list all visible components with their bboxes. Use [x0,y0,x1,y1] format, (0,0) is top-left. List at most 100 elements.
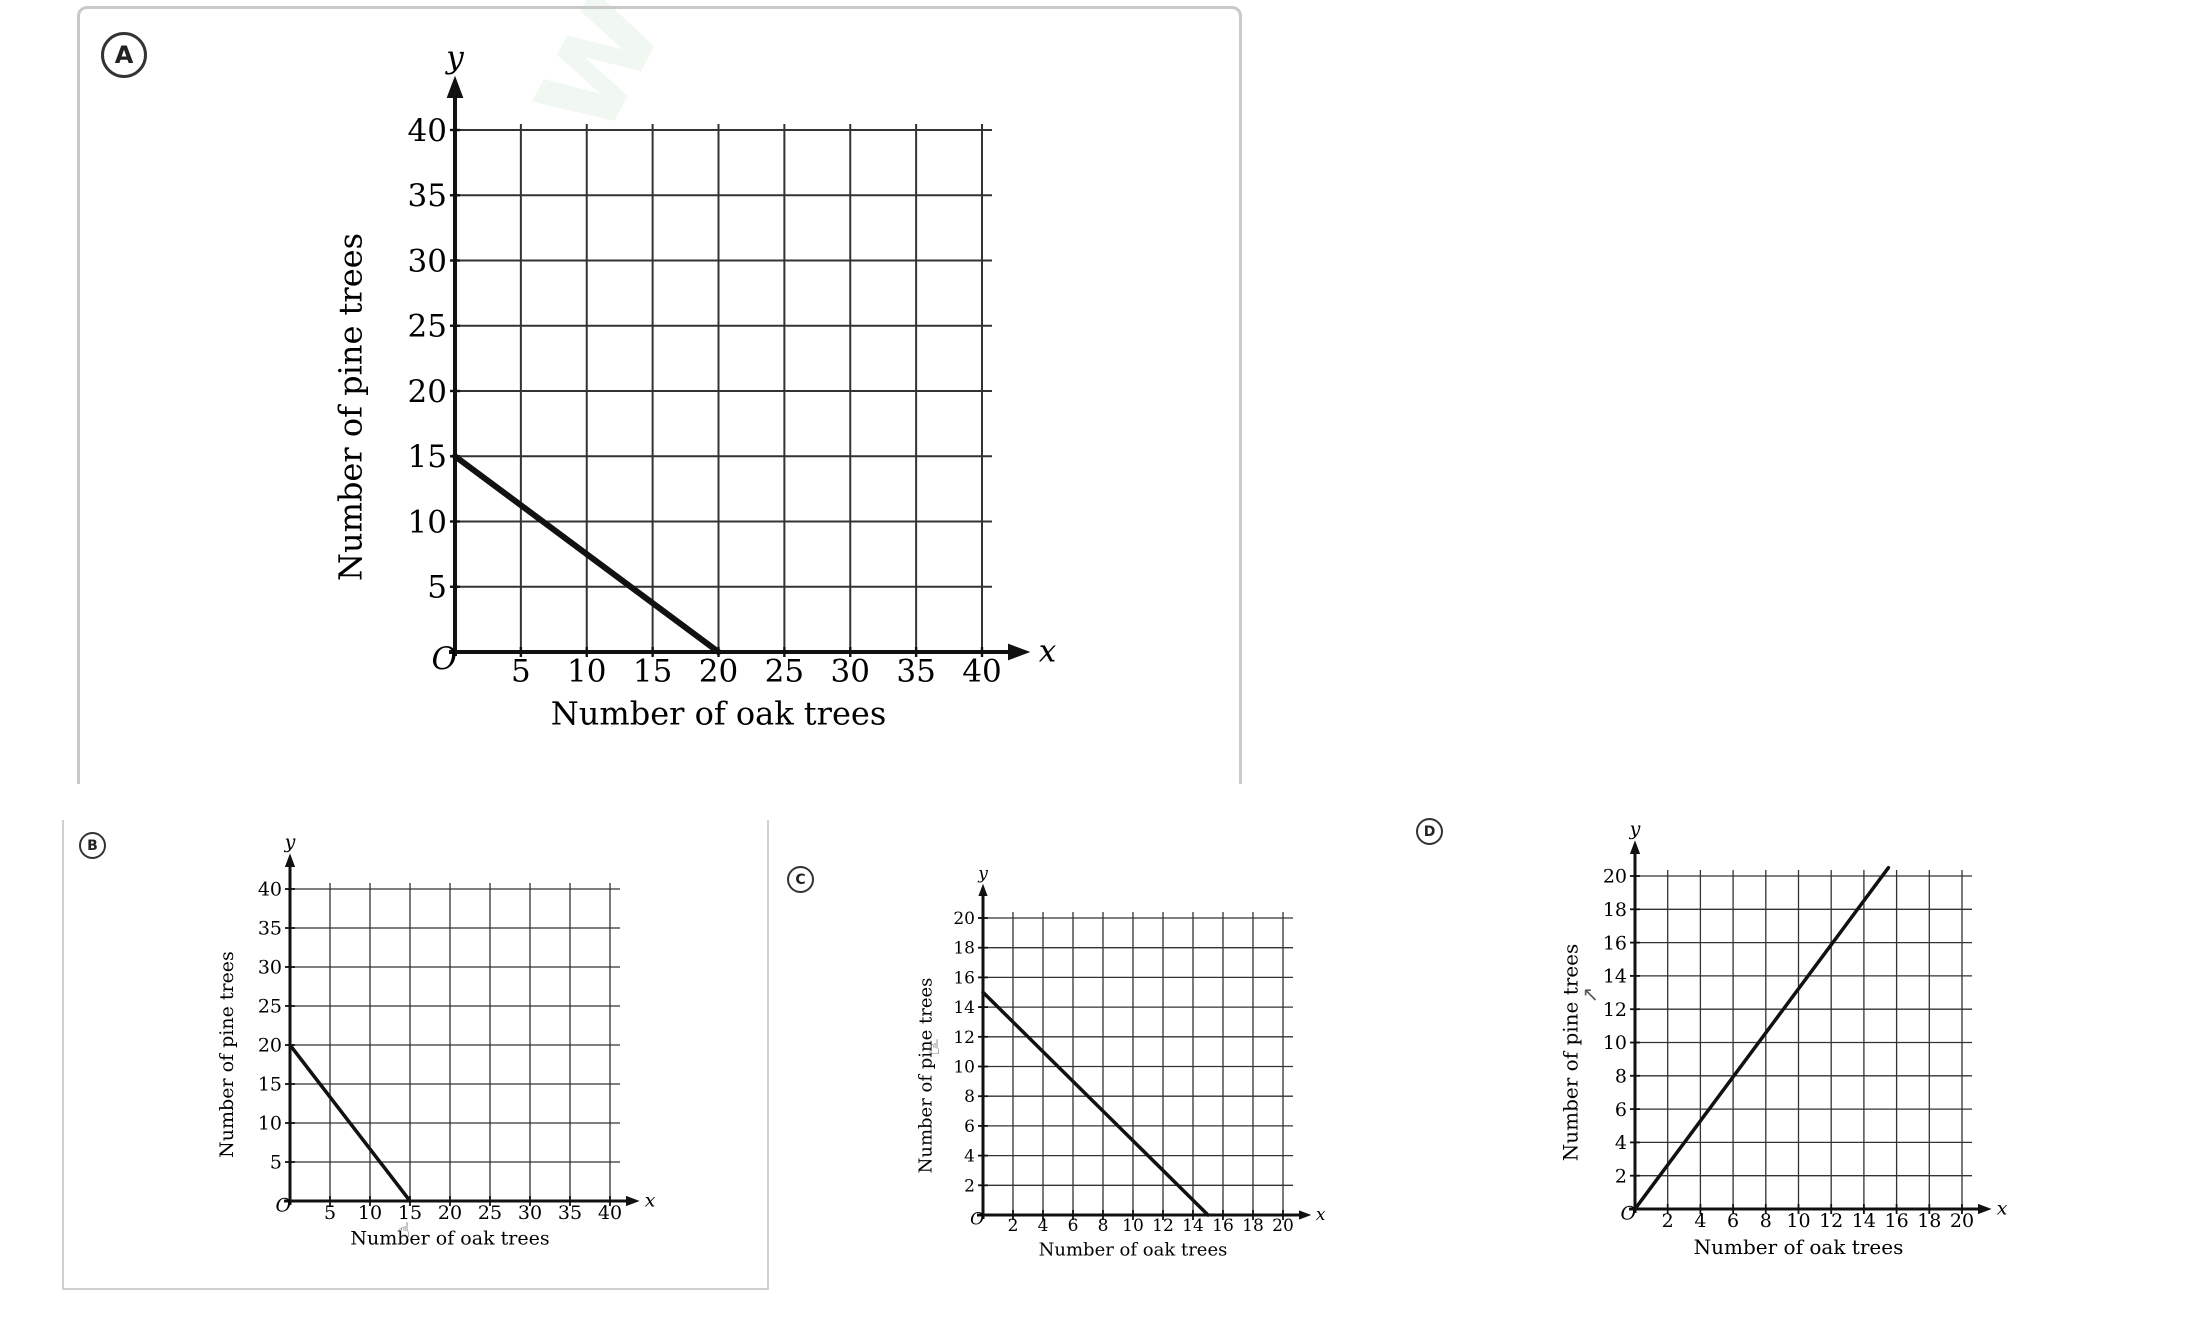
y-axis-name: y [444,39,464,75]
y-tick-label: 20 [408,374,447,410]
y-axis-arrow [978,883,988,896]
y-tick-label: 16 [953,968,975,988]
y-tick-label: 5 [427,570,447,606]
y-tick-label: 20 [258,1035,282,1057]
x-tick-label: 14 [1852,1210,1876,1232]
x-tick-label: 2 [1008,1216,1019,1236]
x-tick-label: 6 [1068,1216,1079,1236]
x-tick-label: 5 [511,653,531,689]
grid-lines [455,124,992,652]
y-tick-label: 12 [953,1028,975,1048]
option-d-radio[interactable]: D [1416,818,1443,845]
x-tick-label: 40 [598,1202,622,1224]
y-axis-label: Number of pine trees [1558,944,1582,1162]
x-tick-label: 18 [1242,1216,1264,1236]
axes [446,75,1031,661]
data-line [452,453,722,655]
x-axis-arrow [626,1195,640,1207]
hand-cursor-icon: ☝ [928,1035,941,1059]
y-tick-label: 6 [1615,1099,1627,1121]
y-axis-name: y [977,864,988,884]
axes [284,853,640,1207]
y-tick-label: 4 [964,1147,975,1167]
y-tick-label: 12 [1603,999,1627,1021]
y-tick-label: 15 [408,439,447,475]
data-line [981,990,1210,1217]
x-tick-label: 16 [1212,1216,1234,1236]
x-tick-label: 10 [358,1202,382,1224]
x-tick-label: 18 [1917,1210,1941,1232]
arrow-cursor-icon: ↖ [1582,982,1599,1006]
x-axis-label: Number of oak trees [1694,1235,1904,1259]
x-tick-label: 30 [831,653,870,689]
y-tick-label: 16 [1603,932,1627,954]
y-tick-label: 18 [953,939,975,959]
x-axis-name: x [645,1190,656,1212]
y-tick-label: 40 [408,113,447,149]
answer-option-a[interactable] [77,6,1242,784]
y-axis-arrow [446,75,464,98]
x-tick-label: 12 [1152,1216,1174,1236]
origin-label: O [431,641,456,677]
x-tick-label: 30 [518,1202,542,1224]
origin-label: O [276,1194,292,1216]
x-tick-label: 16 [1885,1210,1909,1232]
y-tick-label: 25 [408,309,447,345]
x-axis-label: Number of oak trees [350,1228,549,1250]
x-tick-label: 10 [1786,1210,1810,1232]
y-axis-name: y [1629,818,1641,840]
x-tick-label: 35 [558,1202,582,1224]
option-a-radio[interactable]: A [101,32,147,78]
y-tick-label: 15 [258,1074,282,1096]
y-tick-label: 6 [964,1117,975,1137]
y-tick-label: 20 [1603,866,1627,888]
x-tick-label: 25 [478,1202,502,1224]
y-tick-label: 2 [964,1176,975,1196]
y-axis-label: Number of pine trees [331,233,369,581]
axes [1629,840,1992,1215]
x-tick-label: 4 [1694,1210,1706,1232]
x-tick-label: 5 [324,1202,336,1224]
y-tick-label: 10 [258,1113,282,1135]
x-tick-label: 4 [1038,1216,1049,1236]
origin-label: O [1621,1202,1637,1224]
y-tick-label: 5 [270,1152,282,1174]
y-tick-label: 4 [1615,1132,1627,1154]
x-tick-label: 10 [567,653,606,689]
data-line [1633,865,1891,1211]
y-tick-label: 35 [408,178,447,214]
x-tick-label: 12 [1819,1210,1843,1232]
x-axis-name: x [1316,1205,1326,1225]
y-tick-label: 30 [258,957,282,979]
x-tick-label: 8 [1098,1216,1109,1236]
x-tick-label: 2 [1662,1210,1674,1232]
x-tick-label: 15 [398,1202,422,1224]
option-b-radio[interactable]: B [79,832,106,859]
grid-lines [983,912,1293,1215]
y-tick-label: 14 [1603,966,1627,988]
x-tick-label: 20 [1950,1210,1974,1232]
origin-label: O [970,1209,984,1229]
x-tick-label: 40 [962,653,1001,689]
hand-cursor-icon: ☝ [398,1218,411,1242]
x-tick-label: 8 [1760,1210,1772,1232]
x-tick-label: 20 [699,653,738,689]
grid-lines [1635,870,1972,1209]
x-axis-label: Number of oak trees [1039,1239,1228,1260]
y-axis-label: Number of pine trees [216,951,238,1158]
x-axis-name: x [1997,1198,2008,1220]
y-tick-label: 14 [953,998,975,1018]
option-c-radio[interactable]: C [787,866,814,893]
x-tick-label: 10 [1122,1216,1144,1236]
x-axis-label: Number of oak trees [551,695,886,733]
y-tick-label: 10 [408,504,447,540]
grid-lines [290,883,620,1201]
y-tick-label: 10 [953,1057,975,1077]
answer-option-b[interactable] [62,820,769,1290]
x-tick-label: 15 [633,653,672,689]
y-tick-label: 2 [1615,1165,1627,1187]
